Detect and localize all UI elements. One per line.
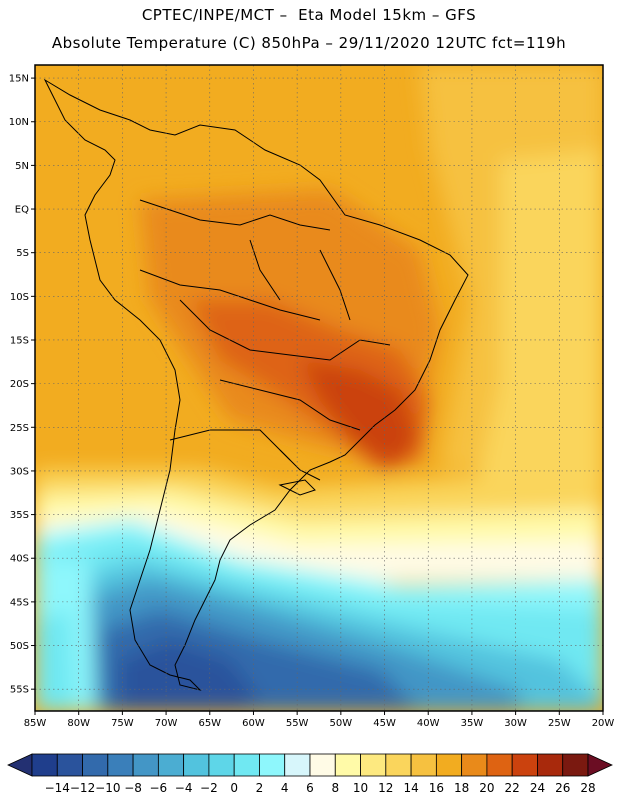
lat-label: 35S — [10, 510, 29, 521]
legend-swatch — [435, 753, 463, 777]
legend-label: −8 — [124, 781, 142, 795]
legend-swatch — [537, 753, 564, 777]
lat-label: 10N — [9, 117, 29, 128]
longitude-labels: 85W 80W 75W 70W 65W 60W 55W 50W 45W 40W 35W 30W 25W 2… — [24, 711, 615, 729]
lon-label: 70W — [155, 718, 178, 729]
legend-swatch — [157, 753, 185, 777]
legend-swatch — [132, 753, 159, 777]
legend-label: 4 — [281, 781, 289, 795]
legend-label: 6 — [306, 781, 314, 795]
color-legend: −14 −12 −10 −8 −6 −4 −2 0 2 4 6 8 10 12 14 16 18 20 22 24 26… — [7, 753, 613, 795]
legend-swatch — [208, 753, 235, 777]
legend-swatch — [183, 753, 210, 777]
lon-label: 80W — [67, 718, 90, 729]
legend-label: −6 — [150, 781, 168, 795]
lon-label: 75W — [111, 718, 134, 729]
lon-label: 45W — [373, 718, 396, 729]
lat-label: 55S — [10, 685, 29, 696]
legend-swatch — [56, 753, 83, 777]
legend-label: 16 — [429, 781, 444, 795]
lon-label: 30W — [504, 718, 527, 729]
legend-swatch — [284, 753, 311, 777]
map-frame — [34, 64, 604, 712]
legend-label: −12 — [70, 781, 95, 795]
legend-label: 8 — [331, 781, 339, 795]
legend-swatch — [82, 753, 109, 777]
legend-label: −2 — [200, 781, 218, 795]
lon-label: 35W — [461, 718, 484, 729]
lat-label: 20S — [10, 379, 29, 390]
legend-swatch — [562, 753, 589, 777]
latitude-labels: 15N 10N 5N EQ 5S 10S 15S 20S 25S 30S 35S 40S 45S 50S 5… — [9, 74, 35, 696]
legend-underflow-arrow — [7, 753, 33, 777]
legend-swatch — [360, 753, 387, 777]
legend-swatch — [31, 753, 58, 777]
temperature-map: 85W 80W 75W 70W 65W 60W 55W 50W 45W 40W 35W 30W 25W 2… — [9, 64, 615, 729]
title-line-2: Absolute Temperature (C) 850hPa – 29/11/… — [51, 34, 567, 52]
lon-label: 55W — [286, 718, 309, 729]
lat-label: 40S — [10, 554, 29, 565]
legend-swatch — [334, 753, 361, 777]
legend-label: 2 — [256, 781, 264, 795]
legend-label: 28 — [580, 781, 595, 795]
lat-label: 5S — [16, 248, 29, 259]
lon-label: 40W — [417, 718, 440, 729]
lat-label: 10S — [10, 292, 29, 303]
legend-label: 26 — [555, 781, 570, 795]
legend-label: 12 — [378, 781, 393, 795]
legend-label: −4 — [175, 781, 193, 795]
lat-label: 45S — [10, 597, 29, 608]
lat-label: EQ — [15, 205, 29, 216]
legend-label: 24 — [530, 781, 545, 795]
legend-label: 20 — [479, 781, 494, 795]
lon-label: 85W — [24, 718, 47, 729]
lat-label: 5N — [15, 161, 29, 172]
lon-label: 60W — [242, 718, 265, 729]
lat-label: 50S — [10, 641, 29, 652]
legend-swatch — [107, 753, 134, 777]
legend-overflow-arrow — [587, 753, 613, 777]
lat-label: 15S — [10, 335, 29, 346]
lat-label: 30S — [10, 466, 29, 477]
lon-label: 25W — [548, 718, 571, 729]
legend-swatch — [309, 753, 336, 777]
legend-label: −10 — [95, 781, 120, 795]
legend-swatch — [233, 753, 260, 777]
graticule — [35, 65, 603, 711]
legend-label: 14 — [403, 781, 418, 795]
legend-swatch — [486, 753, 513, 777]
legend-label: 18 — [454, 781, 469, 795]
legend-label: 0 — [230, 781, 238, 795]
lat-label: 15N — [9, 74, 29, 85]
lon-label: 50W — [330, 718, 353, 729]
legend-label: −14 — [45, 781, 70, 795]
legend-swatch — [385, 753, 412, 777]
title-line-1: CPTEC/INPE/MCT – Eta Model 15km – GFS — [141, 6, 477, 24]
legend-swatch — [461, 753, 488, 777]
lon-label: 20W — [592, 718, 615, 729]
legend-label: 22 — [505, 781, 520, 795]
legend-label: 10 — [353, 781, 368, 795]
temperature-field — [35, 65, 603, 711]
lon-label: 65W — [198, 718, 221, 729]
lat-label: 25S — [10, 423, 29, 434]
legend-swatch — [511, 753, 538, 777]
legend-swatch — [259, 753, 286, 777]
legend-swatch — [410, 753, 437, 777]
